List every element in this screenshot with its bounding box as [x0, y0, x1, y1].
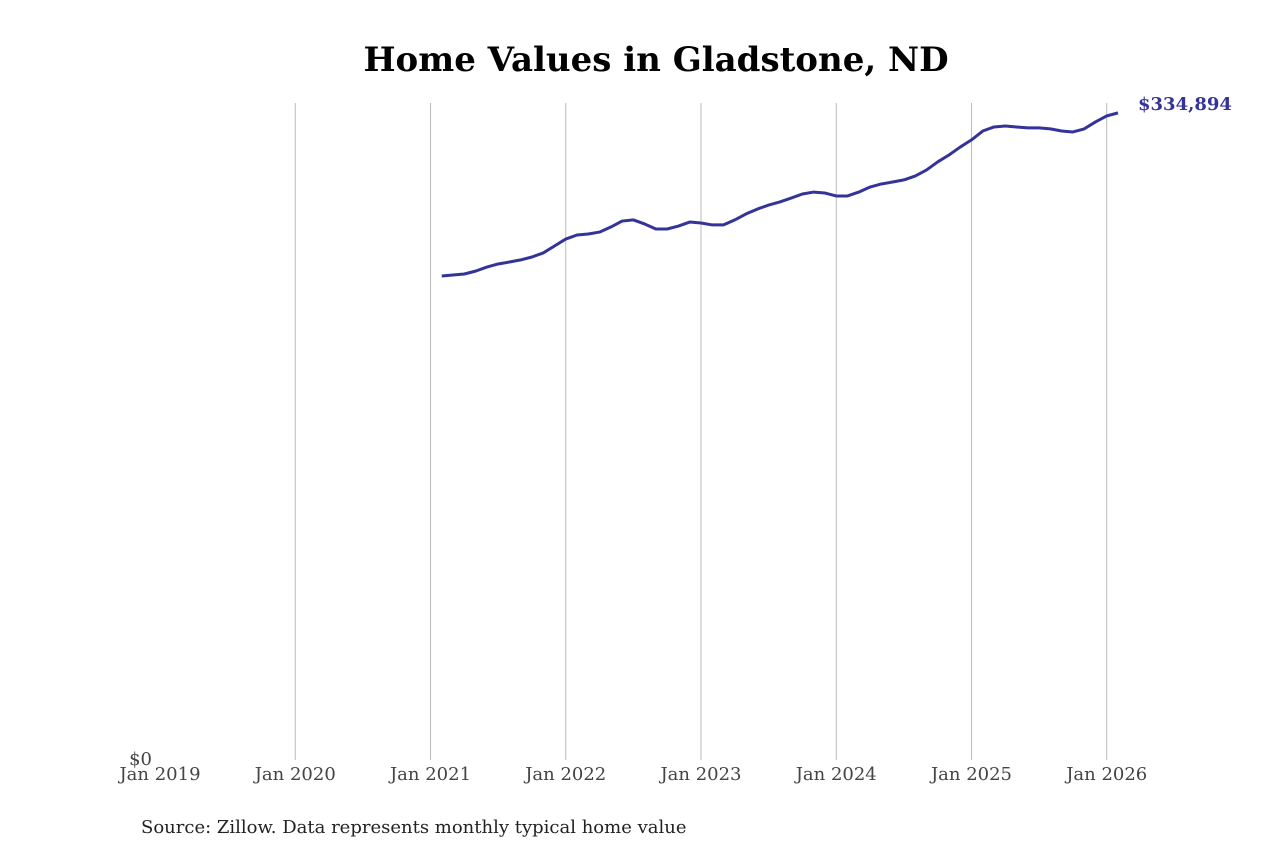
y-tick-label: $0: [129, 749, 152, 770]
x-tick-label: Jan 2019: [117, 764, 200, 785]
x-tick-label: Jan 2020: [253, 764, 336, 785]
x-tick-label: Jan 2025: [929, 764, 1012, 785]
end-value-label: $334,894: [1138, 94, 1232, 115]
line-series: [441, 111, 1119, 278]
x-tick-label: Jan 2026: [1064, 764, 1147, 785]
chart-title: Home Values in Gladstone, ND: [363, 40, 948, 80]
x-tick-label: Jan 2023: [658, 764, 741, 785]
x-tick-label: Jan 2021: [388, 764, 471, 785]
x-tick-label: Jan 2022: [523, 764, 606, 785]
source-note: Source: Zillow. Data represents monthly …: [141, 817, 687, 838]
x-tick-label: Jan 2024: [794, 764, 877, 785]
